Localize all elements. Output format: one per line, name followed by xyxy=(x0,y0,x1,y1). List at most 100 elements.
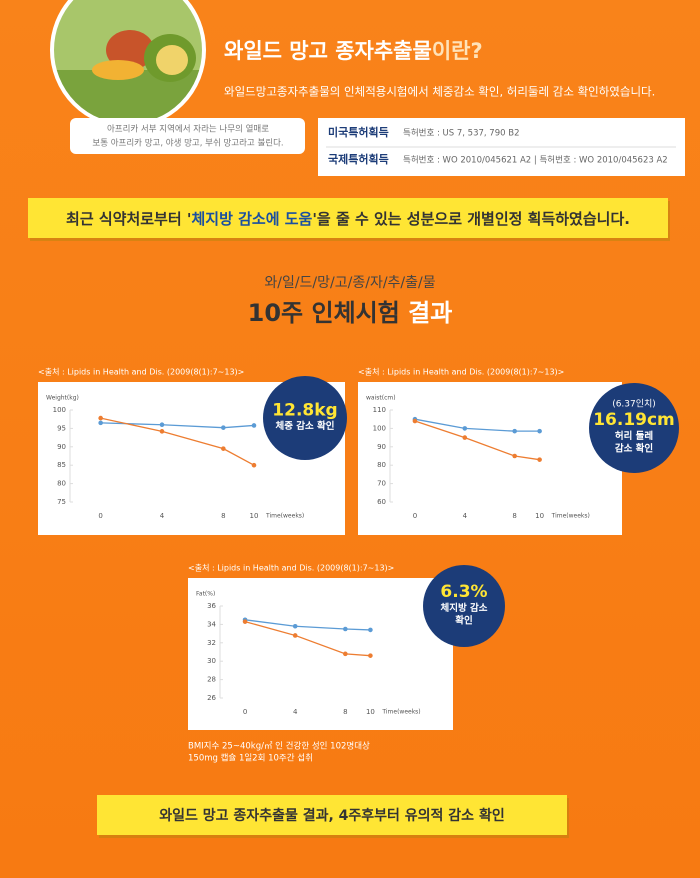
x-tick-label: 10 xyxy=(366,708,375,716)
data-point xyxy=(251,462,257,468)
y-tick-label: 32 xyxy=(207,639,216,647)
image-caption: 아프리카 서부 지역에서 자라는 나무의 열매로 xyxy=(107,124,269,135)
y-tick-label: 26 xyxy=(207,694,216,702)
banner-highlight: 체지방 감소에 도움 xyxy=(191,210,312,228)
data-point xyxy=(368,627,373,633)
y-tick-label: 90 xyxy=(377,443,386,451)
y-tick-label: 28 xyxy=(207,676,216,684)
patent-number: 특허번호 : US 7, 537, 790 B2 xyxy=(403,129,519,139)
data-point xyxy=(462,435,468,440)
data-point xyxy=(343,626,348,632)
x-tick-label: 0 xyxy=(413,512,417,520)
y-tick-label: 36 xyxy=(207,602,216,610)
data-point xyxy=(98,415,103,421)
callout-text: 16.19cm xyxy=(593,410,675,430)
header-description: 와일드망고종자추출물의 인체적용시험에서 체중감소 확인, 허리둘레 감소 확인… xyxy=(224,85,655,99)
y-tick-label: 95 xyxy=(57,424,66,432)
section-title-main: 10주 인체시험 xyxy=(248,299,400,327)
caption-box xyxy=(70,118,305,154)
y-tick-label: 90 xyxy=(57,443,66,451)
title-suffix: 이란? xyxy=(432,39,483,63)
data-point xyxy=(368,653,373,658)
y-axis-label: Fat(%) xyxy=(196,591,215,598)
data-point xyxy=(221,425,226,430)
data-point xyxy=(412,418,418,424)
chart-source: <출처 : Lipids in Health and Dis. (2009(8(… xyxy=(38,367,244,377)
series-line xyxy=(244,621,371,657)
data-point xyxy=(343,651,348,657)
callout-badge xyxy=(423,565,505,647)
x-tick-label: 4 xyxy=(160,512,165,520)
y-tick-label: 30 xyxy=(207,657,216,665)
chart-source: <출처 : Lipids in Health and Dis. (2009(8(… xyxy=(358,367,564,377)
y-tick-label: 70 xyxy=(377,480,386,488)
data-point xyxy=(221,446,226,451)
y-tick-label: 80 xyxy=(57,480,66,488)
series-line xyxy=(244,619,371,631)
series-line xyxy=(100,422,255,429)
data-point xyxy=(462,426,468,431)
data-point xyxy=(512,428,517,434)
x-tick-label: 0 xyxy=(243,708,247,716)
note: 150mg 캡슐 1일2회 10주간 섭취 xyxy=(188,753,313,764)
callout-text: 확인 xyxy=(455,614,472,626)
callout-text: (6.37인치) xyxy=(612,398,656,410)
chart-panel xyxy=(358,382,622,535)
footer-banner-text: 와일드 망고 종자추출물 결과, 4주후부터 유의적 감소 확인 xyxy=(159,807,504,824)
image-caption: 보통 아프리카 망고, 야생 망고, 부쉬 망고라고 불린다. xyxy=(92,138,283,149)
header-title: 와일드 망고 종자추출물이란? xyxy=(224,39,483,63)
section-title-accent: 결과 xyxy=(408,299,452,327)
banner-after: '을 줄 수 있는 성분으로 개별인정 획득하였습니다. xyxy=(312,210,630,228)
x-tick-label: 10 xyxy=(535,512,544,520)
data-point xyxy=(512,453,517,459)
callout-text: 체지방 감소 xyxy=(440,602,487,614)
callout-badge xyxy=(263,376,347,460)
callout-text: 체중 감소 확인 xyxy=(275,420,334,432)
y-tick-label: 80 xyxy=(377,461,386,469)
mango-image xyxy=(52,0,204,126)
series-line xyxy=(414,418,540,432)
chart-panel xyxy=(188,578,453,730)
y-axis-label: waist(cm) xyxy=(366,395,396,402)
x-axis-label: Time(weeks) xyxy=(381,709,420,716)
banner-text: 최근 식약처로부터 '체지방 감소에 도움'을 줄 수 있는 성분으로 개별인정… xyxy=(66,210,630,228)
section-kicker: 와/일/드/망/고/종/자/추/출/물 xyxy=(264,275,435,291)
y-tick-label: 34 xyxy=(207,620,216,628)
data-point xyxy=(537,428,542,434)
x-tick-label: 8 xyxy=(343,708,347,716)
x-tick-label: 8 xyxy=(512,512,516,520)
data-point xyxy=(159,429,165,434)
x-tick-label: 4 xyxy=(463,512,468,520)
data-point xyxy=(537,457,542,462)
series-line xyxy=(100,417,255,466)
y-tick-label: 100 xyxy=(373,424,386,432)
x-tick-label: 4 xyxy=(293,708,298,716)
data-point xyxy=(292,633,298,638)
title-main: 와일드 망고 종자추출물 xyxy=(224,39,432,63)
data-point xyxy=(159,422,165,428)
patent-label: 국제특허획득 xyxy=(328,152,389,166)
y-axis-label: Weight(kg) xyxy=(46,395,79,402)
callout-text: 12.8kg xyxy=(272,400,337,420)
footer-banner xyxy=(97,795,567,835)
callout-text: 감소 확인 xyxy=(615,442,653,454)
x-axis-label: Time(weeks) xyxy=(265,513,304,520)
x-tick-label: 10 xyxy=(250,512,259,520)
series-line xyxy=(414,420,540,461)
y-tick-label: 75 xyxy=(57,498,66,506)
y-tick-label: 110 xyxy=(373,406,386,414)
callout-badge xyxy=(589,383,679,473)
patent-number: 특허번호 : WO 2010/045621 A2 | 특허번호 : WO 201… xyxy=(403,156,668,166)
note: BMI지수 25~40kg/㎡ 인 건강한 성인 102명대상 xyxy=(188,741,370,752)
x-axis-label: Time(weeks) xyxy=(551,513,590,520)
patent-label: 미국특허획득 xyxy=(328,125,389,139)
banner xyxy=(28,198,668,238)
charts: <출처 : Lipids in Health and Dis. (2009(8(… xyxy=(38,367,679,730)
callout-text: 6.3% xyxy=(440,582,487,602)
data-point xyxy=(251,423,257,428)
data-point xyxy=(242,619,248,624)
y-tick-label: 85 xyxy=(57,461,66,469)
x-tick-label: 8 xyxy=(221,512,225,520)
